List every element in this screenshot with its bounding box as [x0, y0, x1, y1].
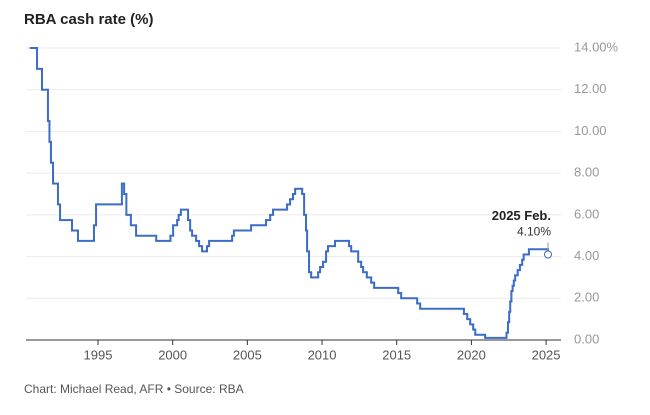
- x-tick-label: 2015: [382, 347, 411, 362]
- x-tick-label: 2020: [457, 347, 486, 362]
- x-tick-label: 1995: [84, 347, 113, 362]
- y-tick-label: 0.00: [574, 331, 599, 346]
- x-tick-label: 2000: [158, 347, 187, 362]
- y-tick-label: 2.00: [574, 290, 599, 305]
- chart-title: RBA cash rate (%): [24, 11, 153, 28]
- y-tick-label: 6.00: [574, 206, 599, 221]
- footer: Chart: Michael Read, AFR • Source: RBA: [24, 382, 244, 396]
- x-tick-label: 2010: [308, 347, 337, 362]
- annotation-title: 2025 Feb.: [492, 208, 551, 223]
- y-tick-label: 8.00: [574, 165, 599, 180]
- y-tick-label: 12.00: [574, 81, 607, 96]
- y-tick-label: 10.00: [574, 123, 607, 138]
- annotation-text: 4.10%: [517, 225, 551, 239]
- y-tick-label: 4.00: [574, 248, 599, 263]
- y-tick-label: 14.00%: [574, 39, 619, 54]
- x-tick-label: 2005: [233, 347, 262, 362]
- x-tick-label: 2025: [532, 347, 561, 362]
- end-marker: [544, 250, 553, 259]
